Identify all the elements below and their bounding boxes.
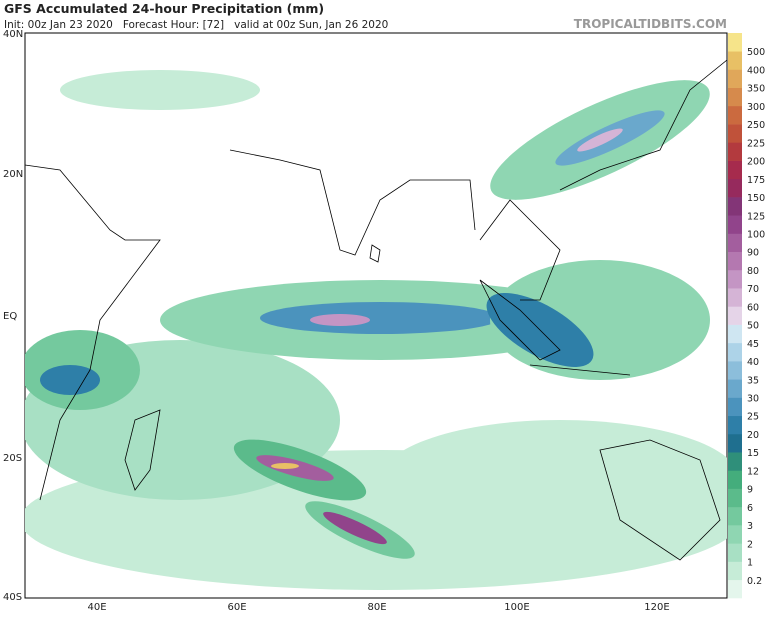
colorbar-label: 300 bbox=[747, 102, 765, 113]
colorbar-cell bbox=[728, 397, 742, 417]
colorbar-cell bbox=[728, 379, 742, 398]
colorbar-cell bbox=[728, 433, 742, 453]
colorbar-cell bbox=[728, 361, 742, 380]
colorbar-label: 50 bbox=[747, 321, 759, 332]
colorbar-cell bbox=[728, 124, 742, 143]
colorbar-cell bbox=[728, 105, 742, 125]
lat-label: 20S bbox=[3, 453, 22, 464]
colorbar-label: 80 bbox=[747, 266, 759, 277]
colorbar-cell bbox=[728, 506, 742, 526]
colorbar-label: 45 bbox=[747, 339, 759, 350]
lon-label: 80E bbox=[367, 602, 386, 613]
colorbar-label: 150 bbox=[747, 193, 765, 204]
colorbar-label: 60 bbox=[747, 302, 759, 313]
site-credit: TROPICALTIDBITS.COM bbox=[574, 17, 727, 31]
colorbar-cell bbox=[728, 197, 742, 216]
colorbar-label: 3 bbox=[747, 521, 753, 532]
lat-label: 40S bbox=[3, 592, 22, 603]
colorbar-label: 40 bbox=[747, 357, 759, 368]
colorbar-label: 2 bbox=[747, 539, 753, 550]
colorbar-cell bbox=[728, 306, 742, 325]
colorbar-cell bbox=[728, 178, 742, 198]
lon-label: 100E bbox=[504, 602, 529, 613]
colorbar-label: 400 bbox=[747, 65, 765, 76]
colorbar-cell bbox=[728, 452, 742, 471]
colorbar-label: 200 bbox=[747, 157, 765, 168]
title: GFS Accumulated 24-hour Precipitation (m… bbox=[4, 1, 324, 16]
colorbar-cell bbox=[728, 288, 742, 307]
map bbox=[24, 32, 728, 599]
colorbar-label: 0.2 bbox=[747, 576, 762, 587]
colorbar-label: 125 bbox=[747, 211, 765, 222]
colorbar-cell bbox=[728, 543, 742, 562]
coastlines bbox=[25, 59, 727, 561]
colorbar-cell bbox=[728, 561, 742, 581]
colorbar-label: 15 bbox=[747, 448, 759, 459]
colorbar-cell bbox=[728, 579, 742, 599]
colorbar-label: 25 bbox=[747, 412, 759, 423]
colorbar-cell bbox=[728, 215, 742, 234]
lat-label: EQ bbox=[3, 311, 17, 322]
colorbar: 0.21236912152025303540455060708090100125… bbox=[728, 33, 765, 599]
colorbar-cell bbox=[728, 415, 742, 435]
colorbar-label: 35 bbox=[747, 375, 759, 386]
colorbar-cell bbox=[728, 233, 742, 253]
lon-label: 60E bbox=[227, 602, 246, 613]
colorbar-label: 9 bbox=[747, 485, 753, 496]
colorbar-cell bbox=[728, 87, 742, 107]
subtitle: Init: 00z Jan 23 2020 Forecast Hour: [72… bbox=[4, 19, 388, 31]
lon-label: 120E bbox=[644, 602, 669, 613]
colorbar-label: 70 bbox=[747, 284, 759, 295]
colorbar-cell bbox=[728, 525, 742, 544]
colorbar-label: 225 bbox=[747, 138, 765, 149]
colorbar-cell bbox=[728, 33, 742, 52]
colorbar-label: 6 bbox=[747, 503, 753, 514]
colorbar-label: 250 bbox=[747, 120, 765, 131]
colorbar-cell bbox=[728, 251, 742, 271]
colorbar-cell bbox=[728, 142, 742, 161]
lon-label: 40E bbox=[87, 602, 106, 613]
colorbar-label: 100 bbox=[747, 229, 765, 240]
colorbar-label: 12 bbox=[747, 466, 759, 477]
lat-label: 20N bbox=[3, 169, 23, 180]
colorbar-cell bbox=[728, 51, 742, 70]
colorbar-cell bbox=[728, 324, 742, 344]
colorbar-label: 20 bbox=[747, 430, 759, 441]
lat-label: 40N bbox=[3, 29, 23, 40]
colorbar-label: 90 bbox=[747, 248, 759, 259]
colorbar-cell bbox=[728, 342, 742, 362]
colorbar-cell bbox=[728, 269, 742, 289]
colorbar-cell bbox=[728, 160, 742, 180]
colorbar-label: 175 bbox=[747, 175, 765, 186]
colorbar-cell bbox=[728, 470, 742, 489]
colorbar-cell bbox=[728, 69, 742, 88]
colorbar-label: 500 bbox=[747, 47, 765, 58]
colorbar-label: 30 bbox=[747, 394, 759, 405]
colorbar-label: 350 bbox=[747, 84, 765, 95]
colorbar-cell bbox=[728, 488, 742, 508]
colorbar-label: 1 bbox=[747, 558, 753, 569]
